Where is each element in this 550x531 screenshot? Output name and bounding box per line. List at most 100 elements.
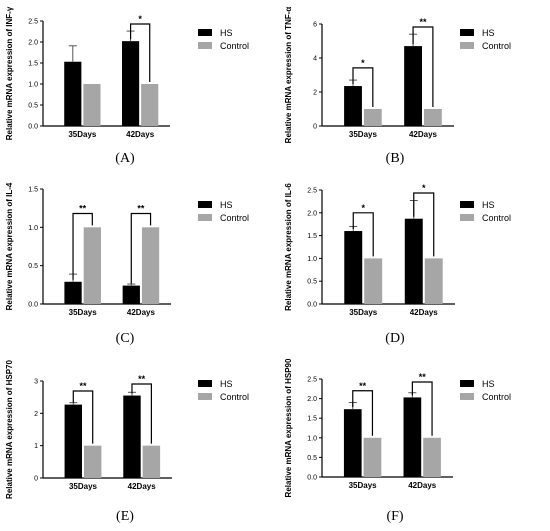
significance-bracket [413,192,435,257]
y-tick-label: 1 [34,443,38,450]
y-tick-label: 0.0 [307,302,317,309]
significance-marker: ** [419,372,427,382]
bar-hs [123,395,141,478]
x-tick-label: 35Days [68,130,97,139]
panel-label: (E) [116,509,134,524]
chart-panel-1: 0.0 0.5 1.0 1.5 2.0 2.5 Relative mRNA expressi… [5,6,249,166]
legend-label-control: Control [482,213,511,223]
bar-control [363,437,382,477]
y-tick-label: 1.5 [307,416,317,423]
legend-swatch-hs [460,380,474,387]
bar-hs [122,285,140,304]
legend-label-control: Control [220,392,249,402]
chart-panel-3: 0.0 0.5 1.0 1.5 Relative mRNA expression of … [5,182,249,346]
significance-bracket [72,390,94,444]
y-tick-label: 1.5 [28,61,38,68]
y-tick-label: 0.5 [28,263,38,270]
bar-control [423,437,441,477]
legend-swatch-control [460,42,474,49]
bar-control [423,109,442,126]
bar-hs [343,409,362,477]
chart-panel-4: 0.0 0.5 1.0 1.5 2.0 2.5 Relative mRNA expressi… [284,183,511,346]
significance-marker: * [138,14,142,24]
significance-bracket [131,383,152,444]
panel-label: (B) [386,151,405,166]
significance-marker: * [422,183,426,193]
bar-control [83,445,102,478]
y-tick-label: 0 [313,124,317,131]
x-tick-label: 35Days [69,482,98,491]
bar-hs [64,61,82,126]
bar-control [364,258,383,304]
significance-marker: ** [138,374,146,384]
x-tick-label: 42Days [408,481,437,490]
x-tick-label: 42Days [410,308,439,317]
y-axis-label: Relative mRNA expression of INF-γ [5,6,14,140]
y-tick-label: 0 [34,476,38,483]
y-axis-label: Relative mRNA expression of TNF-α [284,7,293,144]
bar-hs [344,86,362,126]
x-tick-label: 42Days [126,130,155,139]
x-tick-label: 35Days [349,481,378,490]
y-tick-label: 3 [34,379,38,386]
legend-swatch-control [198,393,212,400]
y-tick-label: 1.0 [307,256,317,263]
legend-label-control: Control [482,41,511,51]
significance-bracket [352,212,374,257]
y-tick-label: 1.0 [28,82,38,89]
legend-label-hs: HS [482,379,495,389]
y-tick-label: 6 [313,22,317,29]
x-tick-label: 42Days [128,482,157,491]
bar-control [141,84,159,126]
chart-panel-5: 0 1 2 3 Relative mRNA expression of HSP70 35D… [5,360,249,524]
y-axis-label: Relative mRNA expression of IL-6 [284,183,293,311]
significance-bracket [129,23,151,82]
legend-label-control: Control [482,392,511,402]
significance-marker: * [361,58,365,68]
legend-swatch-hs [460,29,474,36]
legend-swatch-control [460,393,474,400]
bar-control [83,227,101,304]
y-tick-label: 0.5 [307,455,317,462]
y-tick-label: 2.0 [307,210,317,217]
legend-swatch-control [198,42,212,49]
panel-label: (A) [115,151,135,166]
y-tick-label: 2.5 [307,377,317,384]
bar-hs [404,46,422,126]
x-tick-label: 35Days [69,308,98,317]
significance-marker: ** [79,381,87,391]
y-axis-label: Relative mRNA expression of HSP90 [284,358,293,497]
y-tick-label: 2.0 [307,396,317,403]
bar-hs [122,41,140,126]
significance-bracket [72,212,93,280]
bar-control [141,227,160,304]
bar-control [83,84,101,126]
x-tick-label: 42Days [127,308,156,317]
y-tick-label: 0.0 [28,302,38,309]
y-tick-label: 0.5 [28,103,38,110]
x-tick-label: 35Days [349,130,378,139]
legend-label-hs: HS [482,200,495,210]
chart-panel-6: 0.0 0.5 1.0 1.5 2.0 2.5 Relative mRNA expressi… [284,358,511,524]
legend-label-hs: HS [220,200,233,210]
x-tick-label: 42Days [409,130,438,139]
y-tick-label: 2.0 [28,40,38,47]
bar-control [142,445,161,478]
panel-label: (C) [116,331,135,346]
legend-label-hs: HS [482,28,495,38]
significance-marker: ** [419,17,427,27]
significance-marker: ** [359,381,367,391]
significance-bracket [130,212,152,284]
bar-control [363,109,382,126]
significance-bracket [352,390,374,436]
y-tick-label: 2 [34,411,38,418]
bar-hs [404,218,423,304]
y-tick-label: 1.5 [307,233,317,240]
bar-hs [64,281,82,304]
legend-swatch-control [198,214,212,221]
legend-swatch-hs [198,201,212,208]
panel-label: (F) [386,509,403,524]
legend-label-control: Control [220,213,249,223]
legend-swatch-control [460,214,474,221]
